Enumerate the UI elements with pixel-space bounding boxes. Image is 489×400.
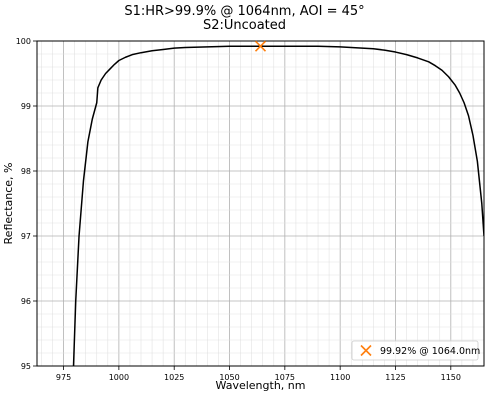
marker-layer: [254, 40, 267, 52]
peak-marker: [254, 40, 267, 52]
series-layer: [72, 45, 484, 366]
x-tick-label: 975: [56, 373, 71, 382]
y-tick-label: 95: [21, 362, 31, 371]
legend-label: 99.92% @ 1064.0nm: [380, 346, 480, 357]
y-axis-label: Reflectance, %: [2, 163, 15, 245]
y-tick-label: 100: [16, 37, 31, 46]
x-tick-label: 1050: [219, 373, 239, 382]
x-tick-label: 1025: [164, 373, 184, 382]
chart-title-line-1: S1:HR>99.9% @ 1064nm, AOI = 45°: [124, 4, 365, 19]
legend: 99.92% @ 1064.0nm: [351, 340, 480, 361]
x-tick-label: 1125: [385, 373, 405, 382]
x-axis-label: Wavelength, nm: [216, 379, 306, 392]
x-tick-label: 1000: [109, 373, 129, 382]
grid: [37, 40, 485, 367]
x-tick-label: 1150: [441, 373, 461, 382]
y-tick-label: 99: [21, 102, 31, 111]
legend-marker-icon: [360, 344, 372, 357]
y-tick-label: 98: [21, 167, 31, 176]
y-tick-label: 96: [21, 297, 31, 306]
x-tick-label: 1100: [330, 373, 350, 382]
chart-title-line-2: S2:Uncoated: [202, 18, 287, 33]
axes-frame: [36, 40, 485, 367]
legend-box: [351, 340, 479, 361]
x-tick-label: 1075: [275, 373, 295, 382]
y-tick-label: 97: [21, 232, 31, 241]
reflectance-curve: [72, 45, 484, 366]
ticks-layer: 975 1000 1025 1050 1075 1100 1125 1150 95 96 97 98 9…: [16, 37, 461, 382]
